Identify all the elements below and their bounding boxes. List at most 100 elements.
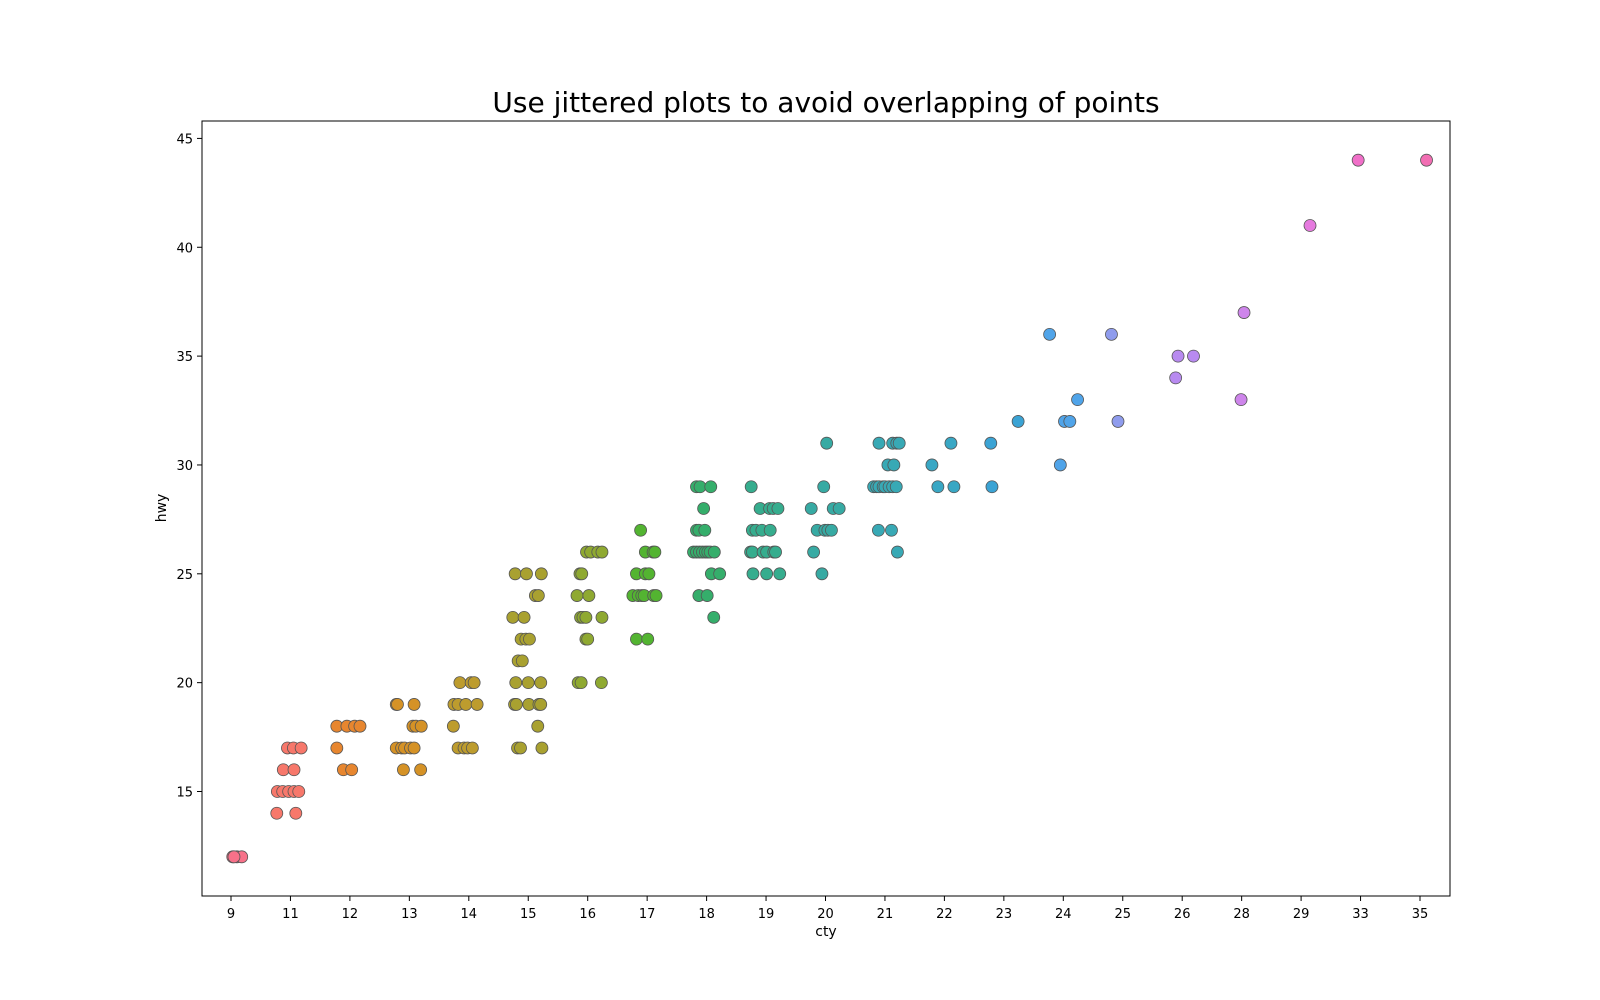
data-point <box>353 719 367 733</box>
x-tick-label: 19 <box>758 907 775 922</box>
data-point <box>769 545 782 559</box>
data-point <box>509 676 523 690</box>
data-point <box>649 589 663 602</box>
data-point <box>693 480 707 494</box>
y-tick-label: 45 <box>176 132 193 147</box>
data-point <box>773 567 787 581</box>
x-tick-label: 20 <box>817 907 834 922</box>
x-tick-label: 21 <box>877 907 894 922</box>
data-point <box>574 676 588 690</box>
data-point <box>817 480 831 494</box>
x-tick-label: 29 <box>1293 907 1310 922</box>
data-point <box>534 567 548 581</box>
x-tick-label: 18 <box>698 907 715 922</box>
data-point <box>523 632 536 646</box>
data-point <box>1111 415 1125 428</box>
data-point <box>521 676 535 690</box>
x-tick-label: 12 <box>342 907 359 922</box>
y-tick-label: 35 <box>176 350 193 365</box>
data-point <box>531 589 545 602</box>
data-point <box>581 632 595 646</box>
data-point <box>1105 327 1118 341</box>
data-point <box>276 763 290 777</box>
data-point <box>465 741 479 755</box>
x-axis-ticks: 9 11 12 13 14 15 16 17 18 19 20 21 22 23 24 25 26 28 29 33 3… <box>227 896 1428 922</box>
data-point <box>270 806 284 820</box>
x-tick-label: 26 <box>1174 907 1191 922</box>
data-point <box>535 741 549 755</box>
data-point <box>407 698 421 711</box>
data-point <box>506 610 520 624</box>
y-axis-label: hwy <box>154 494 170 523</box>
data-point <box>889 480 903 494</box>
data-point <box>594 676 608 690</box>
data-point <box>1171 349 1185 363</box>
data-point <box>1420 153 1433 167</box>
data-point <box>414 763 428 777</box>
data-point <box>892 436 906 450</box>
x-axis-label: cty <box>815 924 836 940</box>
data-point <box>294 741 308 755</box>
data-point <box>1011 415 1025 428</box>
data-point <box>292 785 306 798</box>
data-point <box>1169 371 1183 385</box>
data-point <box>700 589 714 602</box>
x-tick-label: 9 <box>227 907 235 922</box>
x-tick-label: 25 <box>1114 907 1131 922</box>
y-tick-label: 20 <box>176 677 193 692</box>
data-point <box>595 545 609 559</box>
data-point <box>570 589 584 602</box>
data-point <box>470 698 484 711</box>
data-point <box>825 523 838 537</box>
data-point <box>707 545 721 559</box>
data-point <box>446 719 460 733</box>
data-point <box>746 567 760 581</box>
data-point <box>1234 393 1248 407</box>
data-point <box>520 567 533 581</box>
data-point <box>345 763 359 777</box>
data-point <box>508 567 522 581</box>
x-tick-label: 16 <box>579 907 596 922</box>
x-tick-label: 14 <box>461 907 478 922</box>
x-tick-label: 28 <box>1233 907 1250 922</box>
data-point <box>630 632 643 646</box>
data-point <box>771 502 785 515</box>
data-point <box>697 502 711 515</box>
data-point <box>575 567 589 581</box>
plot-frame <box>201 120 1451 897</box>
data-point <box>514 741 527 755</box>
x-tick-label: 22 <box>936 907 953 922</box>
data-point <box>947 480 961 494</box>
data-point <box>330 741 344 755</box>
data-point <box>517 610 531 624</box>
data-point <box>1071 393 1084 407</box>
x-tick-label: 23 <box>996 907 1013 922</box>
data-point <box>832 502 846 515</box>
x-tick-label: 15 <box>520 907 537 922</box>
y-axis-ticks: 15 20 25 30 35 40 45 <box>176 132 202 801</box>
data-point <box>887 458 901 472</box>
data-point <box>579 610 593 624</box>
data-point <box>534 698 548 711</box>
data-point <box>634 523 648 537</box>
x-tick-label: 24 <box>1055 907 1072 922</box>
y-tick-label: 30 <box>176 459 193 474</box>
data-point <box>1303 219 1317 232</box>
data-point <box>804 502 818 515</box>
data-point <box>984 436 998 450</box>
data-point <box>872 436 886 450</box>
data-point <box>931 480 945 494</box>
data-point <box>467 676 481 690</box>
data-point <box>289 806 303 820</box>
data-point <box>745 545 759 559</box>
data-point <box>820 436 834 450</box>
data-point <box>582 589 596 602</box>
data-point <box>744 480 758 494</box>
y-tick-label: 40 <box>176 241 193 256</box>
y-tick-label: 15 <box>176 786 193 801</box>
data-point <box>595 610 609 624</box>
data-point <box>287 763 301 777</box>
data-point <box>642 567 656 581</box>
points-layer <box>226 153 1433 864</box>
y-tick-label: 25 <box>176 568 193 583</box>
